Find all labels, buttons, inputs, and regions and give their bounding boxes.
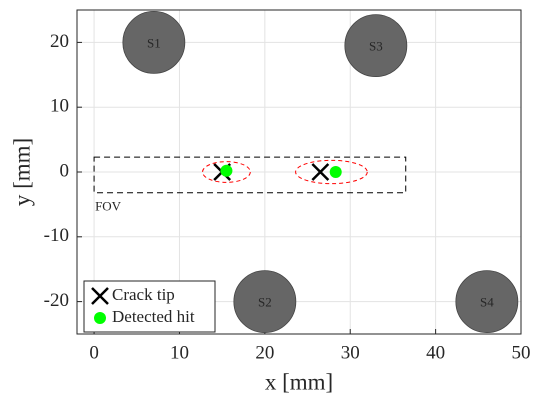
y-tick-label: 10 [50, 96, 69, 117]
fov-label: FOV [95, 199, 122, 214]
y-tick-label: 20 [50, 31, 69, 52]
x-tick-label: 30 [341, 342, 360, 363]
sensor-label: S1 [147, 35, 161, 50]
x-tick-label: 20 [255, 342, 274, 363]
legend-marker [94, 312, 106, 324]
axes-box [76, 9, 522, 335]
y-tick-label: -10 [44, 225, 69, 246]
sensor [455, 270, 519, 334]
sensor-label: S4 [480, 295, 494, 310]
detected-hit [329, 166, 342, 178]
x-tick-label: 0 [89, 342, 99, 363]
x-tick-label: 50 [512, 342, 531, 363]
x-axis-label: x [mm] [265, 369, 333, 394]
detected-hit [220, 164, 233, 177]
marks: S1 S2 S3 S4 FOV [93, 11, 519, 334]
x-tick-label: 40 [426, 342, 445, 363]
legend-label: Detected hit [112, 307, 195, 326]
y-tick-label: 0 [60, 160, 70, 181]
sensor-label: S3 [369, 39, 383, 54]
uncertainty-ellipse [295, 159, 368, 185]
sensor-label: S2 [258, 295, 272, 310]
sensor [122, 11, 186, 74]
y-axis-label: y [mm] [9, 138, 34, 206]
fov-box [93, 156, 407, 194]
legend: Crack tip Detected hit [83, 280, 216, 333]
y-tick-label: -20 [44, 290, 69, 311]
sensor [233, 270, 297, 334]
crack-tip [311, 163, 330, 181]
legend-label: Crack tip [112, 285, 175, 304]
sensor [344, 14, 408, 78]
x-tick-label: 10 [170, 342, 189, 363]
legend-marker [91, 287, 109, 305]
uncertainty-ellipse [202, 161, 251, 183]
